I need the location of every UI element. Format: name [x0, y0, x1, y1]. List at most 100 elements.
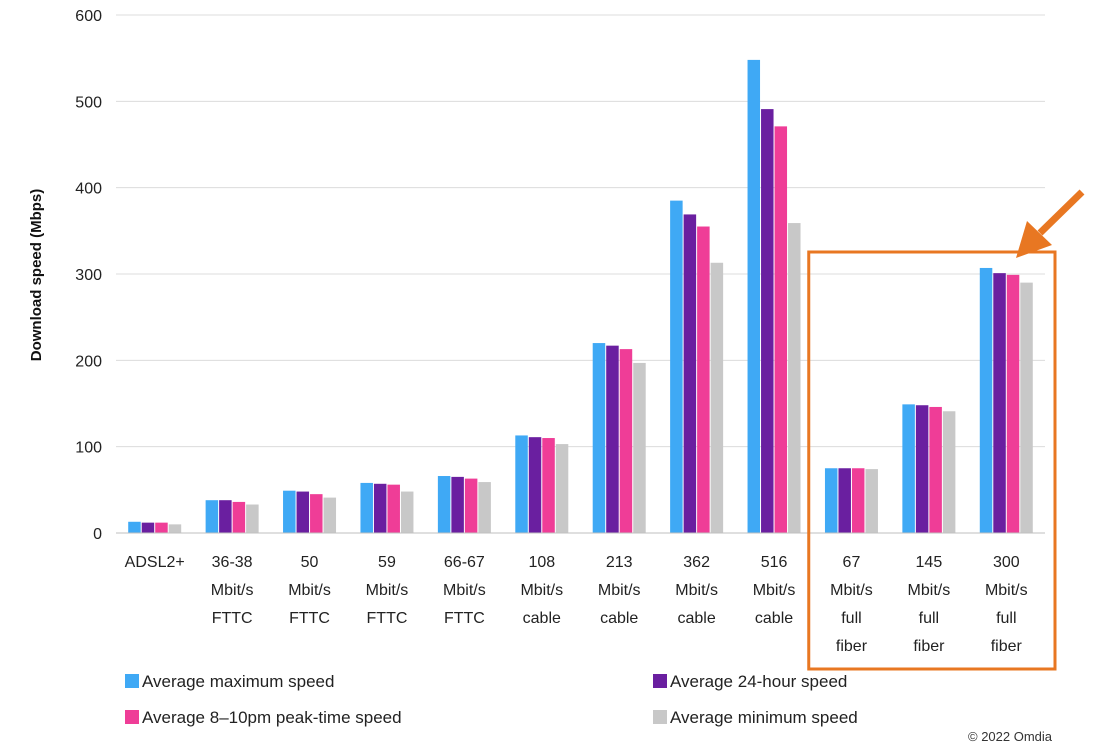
x-tick-label: Mbit/s — [830, 582, 873, 599]
x-tick-label: 66-67 — [444, 554, 485, 571]
x-tick-label: Mbit/s — [908, 582, 951, 599]
bar — [297, 492, 310, 533]
bar — [788, 223, 801, 533]
y-tick-labels: 0 100 200 300 400 500 600 — [75, 8, 102, 543]
y-tick-label: 400 — [75, 181, 102, 198]
y-tick-label: 500 — [75, 94, 102, 111]
gridlines — [116, 15, 1045, 447]
bar — [556, 444, 569, 533]
x-tick-label: FTTC — [289, 610, 330, 627]
legend: Average maximum speed Average 24-hour spe… — [125, 672, 858, 727]
x-tick-label: full — [841, 610, 861, 627]
x-tick-label: Mbit/s — [753, 582, 796, 599]
x-tick-label: 145 — [916, 554, 943, 571]
bar — [838, 468, 851, 533]
bar — [206, 500, 219, 533]
bar — [761, 109, 774, 533]
bar — [711, 263, 724, 533]
bar — [310, 494, 323, 533]
bar — [929, 407, 942, 533]
bar — [438, 476, 451, 533]
x-tick-label: cable — [755, 610, 793, 627]
bar — [529, 437, 542, 533]
y-axis-label: Download speed (Mbps) — [28, 189, 45, 362]
x-tick-label: full — [996, 610, 1016, 627]
x-tick-label: fiber — [836, 638, 868, 655]
bar — [387, 485, 400, 533]
x-tick-label: 50 — [301, 554, 319, 571]
x-tick-label: Mbit/s — [366, 582, 409, 599]
bar — [993, 273, 1006, 533]
x-tick-label: ADSL2+ — [125, 554, 185, 571]
bar — [697, 227, 710, 533]
bar — [246, 505, 259, 533]
bar — [916, 405, 929, 533]
bar — [374, 484, 387, 533]
bar — [1020, 283, 1033, 533]
bar — [515, 435, 528, 533]
bar — [825, 468, 838, 533]
bars — [128, 60, 1033, 533]
bar — [233, 502, 246, 533]
bar — [169, 524, 182, 533]
bar — [852, 468, 865, 533]
x-tick-label: 59 — [378, 554, 396, 571]
y-tick-label: 0 — [93, 526, 102, 543]
legend-swatch — [653, 674, 667, 688]
bar — [775, 126, 788, 533]
x-tick-label: Mbit/s — [443, 582, 486, 599]
bar — [155, 523, 168, 533]
bar — [943, 411, 956, 533]
x-tick-label: cable — [678, 610, 716, 627]
y-tick-label: 100 — [75, 440, 102, 457]
bar — [748, 60, 761, 533]
bar — [980, 268, 993, 533]
bar — [865, 469, 878, 533]
x-tick-label: Mbit/s — [598, 582, 641, 599]
bar — [620, 349, 633, 533]
legend-swatch — [125, 710, 139, 724]
bar — [478, 482, 491, 533]
legend-swatch — [653, 710, 667, 724]
bar — [128, 522, 141, 533]
x-tick-label: 516 — [761, 554, 788, 571]
bar — [684, 214, 697, 533]
bar — [465, 479, 478, 533]
x-tick-label: fiber — [913, 638, 945, 655]
x-tick-label: cable — [523, 610, 561, 627]
bar — [283, 491, 296, 533]
bar — [401, 492, 414, 533]
legend-label: Average 24-hour speed — [670, 672, 847, 691]
legend-label: Average 8–10pm peak-time speed — [142, 708, 402, 727]
bar — [1007, 275, 1020, 533]
bar — [606, 346, 619, 533]
x-tick-label: 36-38 — [212, 554, 253, 571]
bar — [219, 500, 232, 533]
x-tick-label: FTTC — [212, 610, 253, 627]
x-tick-label: 300 — [993, 554, 1020, 571]
bar — [670, 201, 683, 533]
x-tick-label: FTTC — [367, 610, 408, 627]
legend-swatch — [125, 674, 139, 688]
legend-label: Average minimum speed — [670, 708, 858, 727]
bar — [542, 438, 555, 533]
highlight-arrow-shaft — [1040, 192, 1082, 233]
credit-text: © 2022 Omdia — [968, 729, 1053, 744]
y-tick-label: 300 — [75, 267, 102, 284]
x-tick-label: 108 — [528, 554, 555, 571]
x-tick-labels: ADSL2+ 36-38 Mbit/s FTTC 50 Mbit/s FTTC 59 Mbit/… — [125, 554, 1028, 655]
x-tick-label: full — [919, 610, 939, 627]
x-tick-label: Mbit/s — [211, 582, 254, 599]
x-tick-label: Mbit/s — [520, 582, 563, 599]
y-tick-label: 200 — [75, 353, 102, 370]
x-tick-label: 362 — [683, 554, 710, 571]
x-tick-label: 213 — [606, 554, 633, 571]
bar — [324, 498, 337, 533]
x-tick-label: Mbit/s — [985, 582, 1028, 599]
x-tick-label: Mbit/s — [675, 582, 718, 599]
bar — [142, 523, 155, 533]
x-tick-label: 67 — [843, 554, 861, 571]
x-tick-label: cable — [600, 610, 638, 627]
bar — [360, 483, 373, 533]
